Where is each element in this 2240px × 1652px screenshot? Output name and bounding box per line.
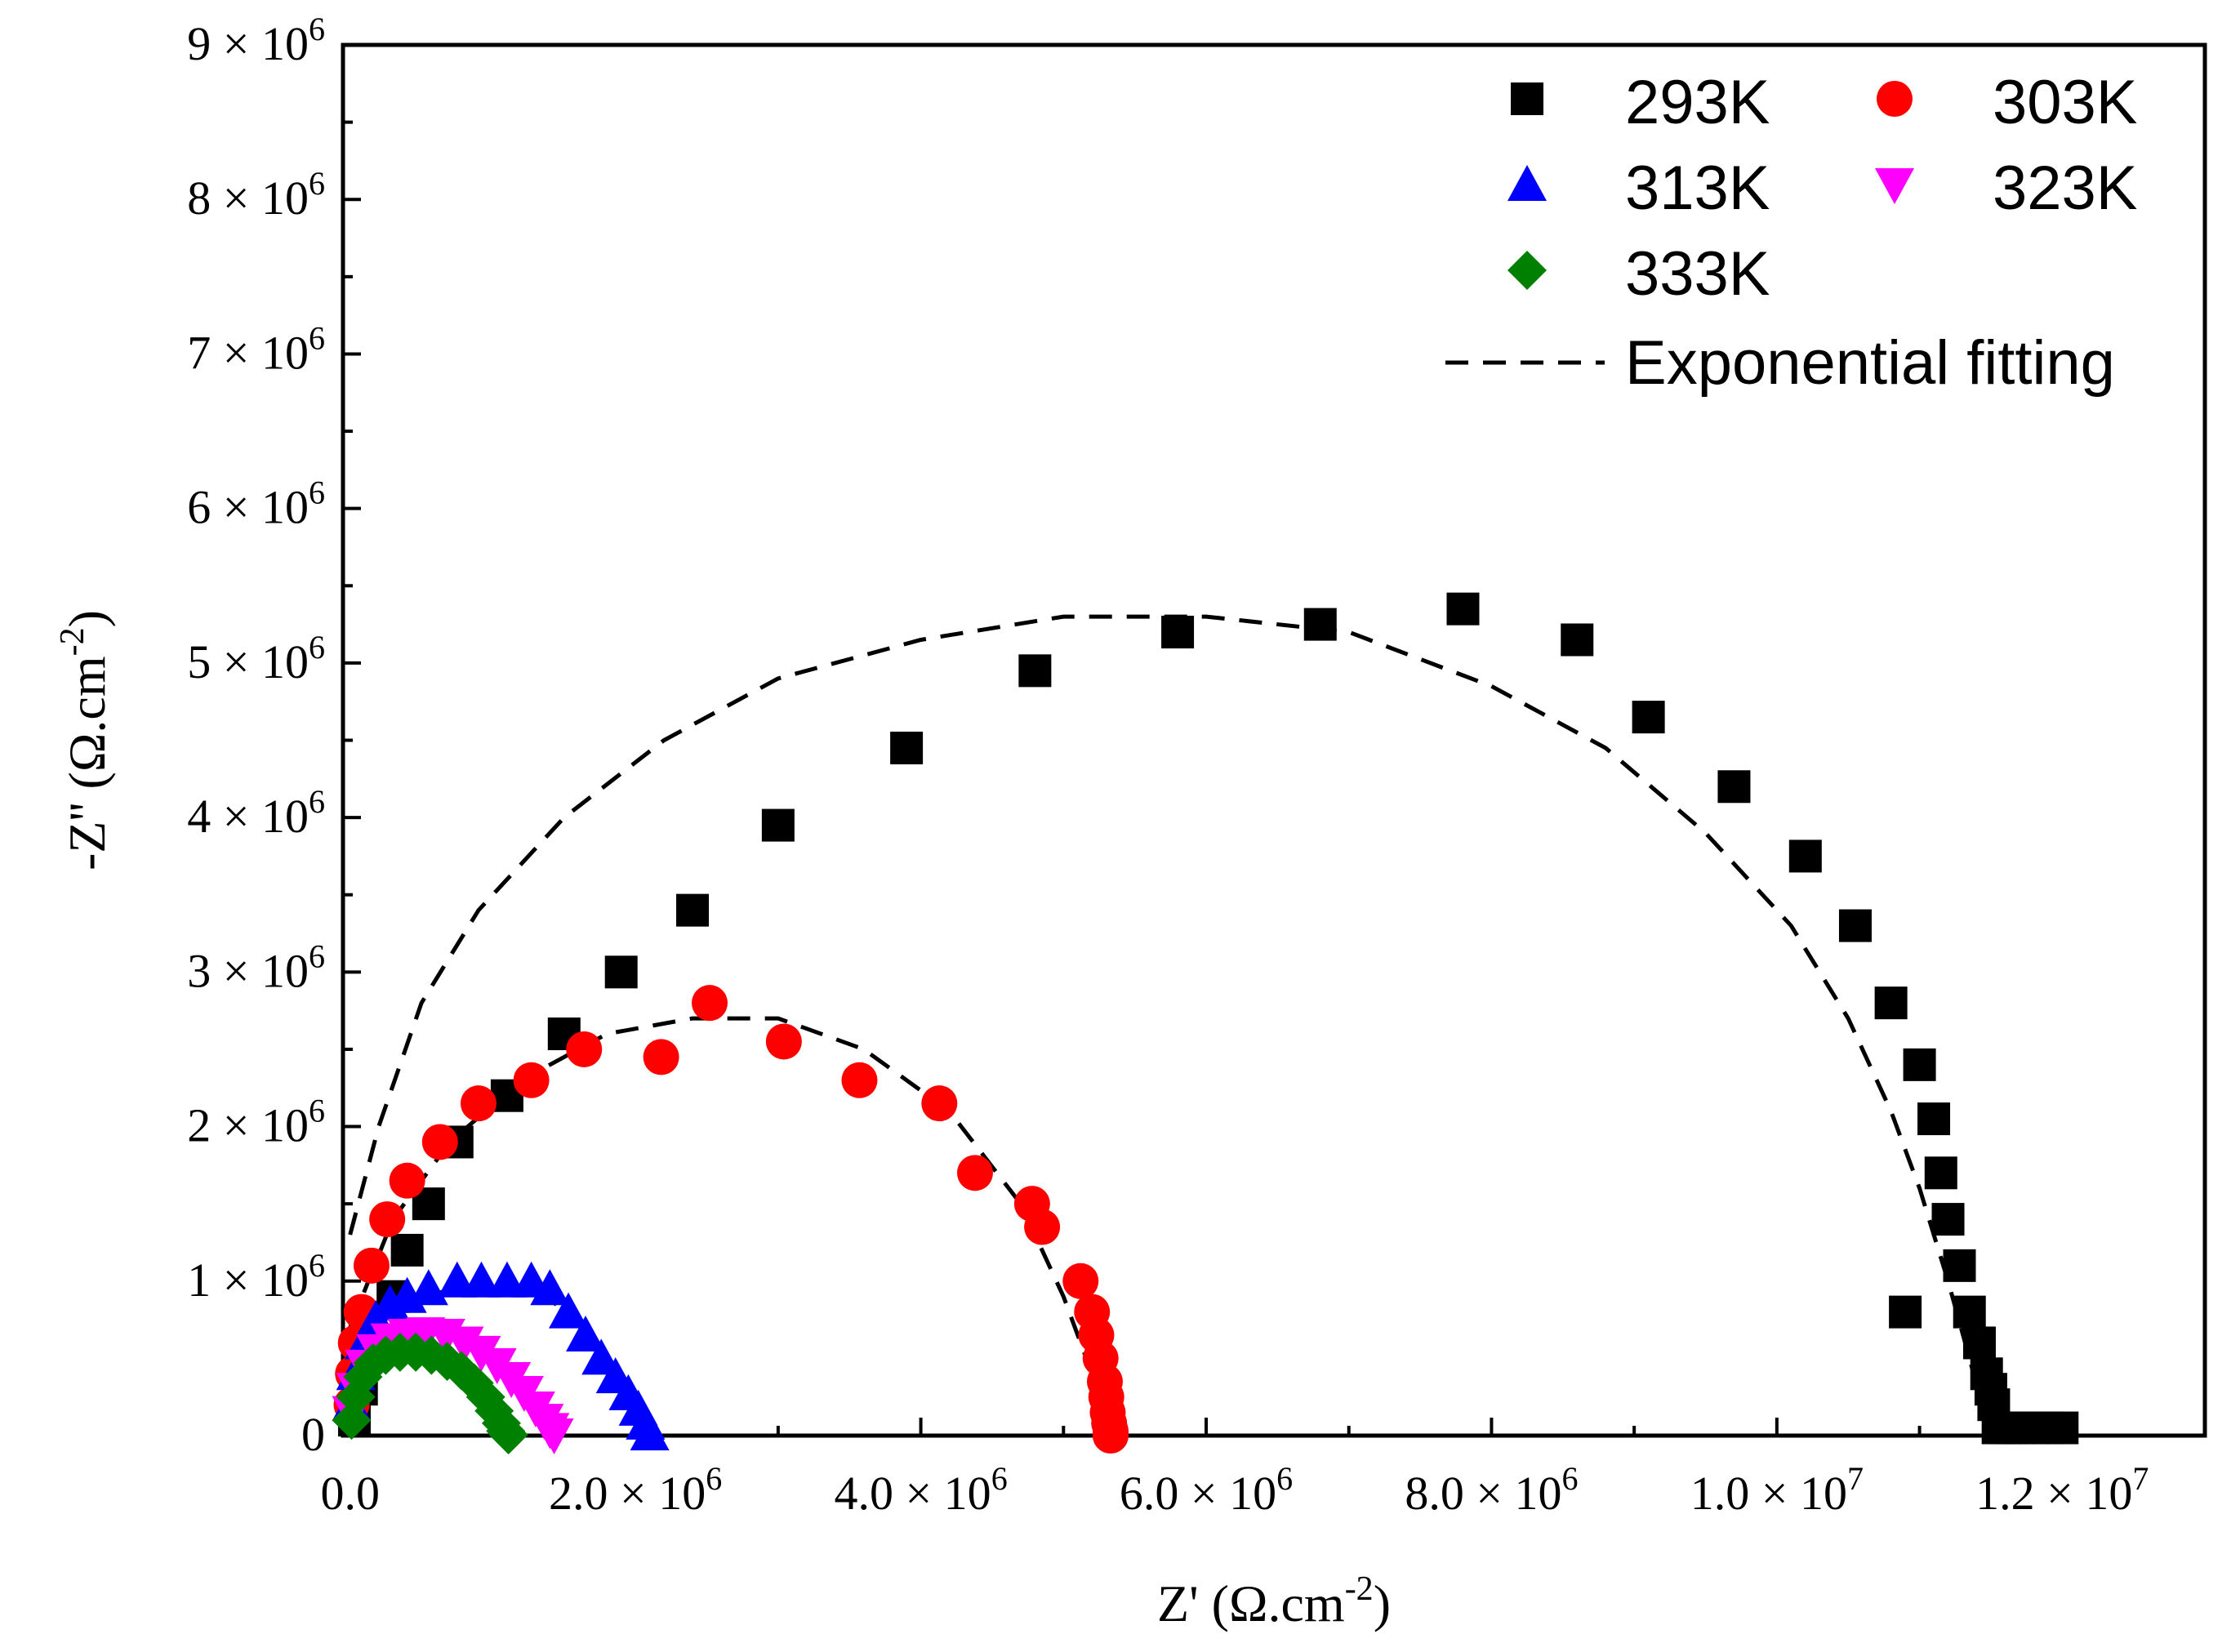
point-293K bbox=[761, 808, 795, 842]
point-313K bbox=[530, 1269, 570, 1306]
point-293K bbox=[1924, 1156, 1957, 1190]
legend-label-333K: 333K bbox=[1625, 239, 1770, 309]
point-293K bbox=[1838, 909, 1872, 942]
data-points bbox=[332, 592, 2079, 1455]
y-tick-label: 5 × 106 bbox=[187, 629, 325, 688]
series-293K bbox=[337, 592, 2079, 1445]
point-293K bbox=[1874, 986, 1908, 1020]
point-303K bbox=[421, 1124, 458, 1160]
point-293K bbox=[390, 1233, 424, 1267]
point-293K bbox=[1788, 839, 1822, 873]
y-tick-label: 2 × 106 bbox=[187, 1093, 325, 1152]
legend-marker-303K bbox=[1877, 81, 1913, 117]
point-293K bbox=[1303, 608, 1337, 641]
point-293K bbox=[1943, 1249, 1976, 1282]
point-293K bbox=[1561, 623, 1594, 657]
x-tick-label: 4.0 × 106 bbox=[834, 1460, 1007, 1520]
point-313K bbox=[408, 1269, 448, 1306]
point-293K bbox=[1917, 1102, 1951, 1136]
point-293K bbox=[2046, 1411, 2079, 1445]
x-tick-label: 0.0 bbox=[320, 1467, 380, 1520]
point-303K bbox=[1062, 1262, 1099, 1299]
point-303K bbox=[566, 1031, 603, 1067]
point-303K bbox=[921, 1085, 958, 1122]
legend-marker-333K bbox=[1507, 251, 1547, 290]
point-303K bbox=[1092, 1418, 1129, 1454]
series-303K bbox=[333, 985, 1129, 1454]
point-303K bbox=[460, 1085, 497, 1122]
x-axis-title: Z' (Ω.cm-2) bbox=[1157, 1570, 1391, 1632]
y-tick-label: 4 × 106 bbox=[187, 783, 325, 843]
point-293K bbox=[1903, 1048, 1936, 1081]
plot-frame bbox=[341, 42, 2207, 1438]
point-293K bbox=[1717, 770, 1751, 804]
point-333K bbox=[488, 1415, 528, 1455]
legend-label-fit: Exponential fitting bbox=[1625, 328, 2115, 398]
point-313K bbox=[566, 1316, 606, 1352]
point-303K bbox=[956, 1155, 993, 1191]
point-303K bbox=[643, 1039, 679, 1075]
point-293K bbox=[676, 893, 710, 927]
series-333K bbox=[332, 1332, 528, 1455]
legend-marker-323K bbox=[1875, 168, 1914, 204]
point-293K bbox=[1962, 1326, 1996, 1360]
y-tick-label: 9 × 106 bbox=[187, 11, 325, 70]
point-293K bbox=[1889, 1295, 1922, 1329]
point-293K bbox=[1931, 1203, 1965, 1236]
point-323K bbox=[534, 1418, 574, 1455]
point-313K bbox=[461, 1261, 501, 1298]
point-303K bbox=[353, 1247, 390, 1284]
y-tick-label: 0 bbox=[301, 1408, 325, 1461]
y-tick-label: 1 × 106 bbox=[187, 1247, 325, 1307]
y-tick-label: 7 × 106 bbox=[187, 319, 325, 379]
x-tick-label: 8.0 × 106 bbox=[1405, 1460, 1578, 1520]
legend-label-323K: 323K bbox=[1993, 154, 2138, 223]
y-tick-label: 8 × 106 bbox=[187, 165, 325, 225]
point-303K bbox=[1024, 1209, 1061, 1245]
legend-label-313K: 313K bbox=[1625, 154, 1770, 223]
axis-ticks: 0 1 × 106 2 × 106 3 × 106 4 × 106 5 × 106 6 × … bbox=[187, 11, 2149, 1520]
point-293K bbox=[1632, 701, 1665, 734]
point-323K bbox=[444, 1326, 484, 1363]
y-tick-label: 3 × 106 bbox=[187, 937, 325, 997]
x-tick-label: 6.0 × 106 bbox=[1120, 1460, 1293, 1520]
fit-curves bbox=[348, 614, 1993, 1437]
point-293K bbox=[1018, 654, 1052, 688]
point-293K bbox=[1953, 1295, 1986, 1329]
legend: 293K 303K 313K 323K 333K Exponential fitting bbox=[1445, 68, 2138, 398]
legend-marker-313K bbox=[1507, 165, 1547, 201]
x-tick-label: 1.2 × 107 bbox=[1975, 1460, 2149, 1520]
point-303K bbox=[765, 1023, 802, 1060]
point-303K bbox=[513, 1062, 550, 1098]
point-293K bbox=[1161, 616, 1195, 649]
point-303K bbox=[841, 1062, 878, 1098]
point-303K bbox=[369, 1201, 406, 1238]
point-293K bbox=[890, 731, 924, 764]
x-tick-label: 2.0 × 106 bbox=[549, 1460, 722, 1520]
y-axis-title: -Z'' (Ω.cm-2) bbox=[54, 610, 116, 871]
point-303K bbox=[692, 985, 728, 1022]
point-313K bbox=[630, 1414, 670, 1451]
point-293K bbox=[604, 955, 638, 989]
point-303K bbox=[389, 1162, 425, 1199]
point-293K bbox=[1446, 592, 1480, 626]
x-tick-label: 1.0 × 107 bbox=[1690, 1460, 1864, 1520]
legend-marker-293K bbox=[1511, 82, 1543, 115]
y-tick-label: 6 × 106 bbox=[187, 474, 325, 534]
legend-label-303K: 303K bbox=[1993, 68, 2138, 137]
legend-label-293K: 293K bbox=[1625, 68, 1770, 137]
point-313K bbox=[549, 1292, 589, 1329]
fit-293K-curve bbox=[348, 614, 1993, 1436]
